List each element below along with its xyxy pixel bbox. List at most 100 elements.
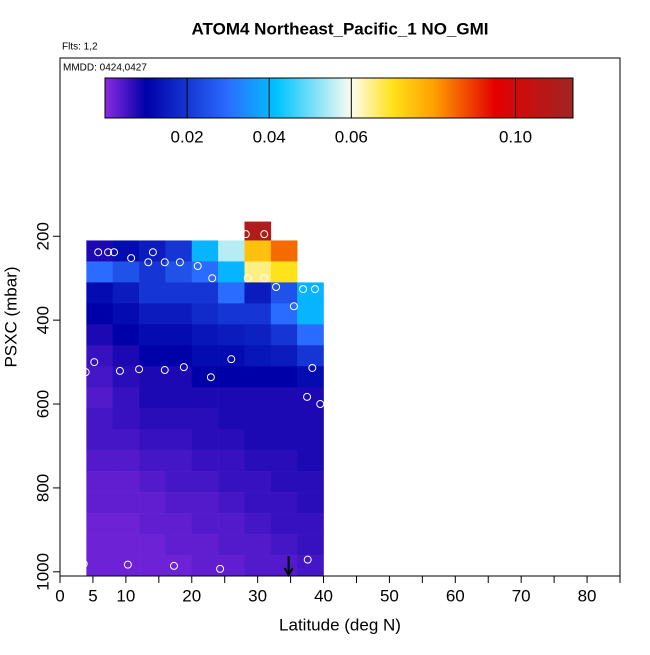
- x-tick-label: 60: [446, 586, 465, 605]
- heatmap-cell: [86, 366, 114, 388]
- heatmap-cell: [165, 324, 193, 346]
- heatmap-cell: [86, 555, 114, 577]
- observation-point: [272, 283, 281, 292]
- heatmap-cell: [218, 492, 245, 514]
- observation-point: [179, 363, 188, 372]
- heatmap-cell: [297, 345, 324, 367]
- heatmap-cell: [270, 408, 298, 430]
- heatmap-cell: [165, 492, 193, 514]
- observation-point: [206, 373, 215, 382]
- heatmap-cell: [218, 261, 245, 283]
- heatmap-cell: [191, 492, 219, 514]
- heatmap-cell: [218, 513, 245, 535]
- heatmap-cell: [191, 450, 219, 472]
- heatmap-cell: [139, 303, 166, 325]
- heatmap-cell: [139, 282, 166, 304]
- observation-point: [135, 365, 144, 374]
- heatmap-cell: [139, 366, 166, 388]
- heatmap-cell: [139, 240, 166, 262]
- heatmap-cell: [297, 303, 324, 325]
- heatmap-cell: [244, 345, 272, 367]
- heatmap-cell: [139, 534, 166, 556]
- heatmap-cell: [244, 513, 272, 535]
- x-tick-label: 30: [248, 586, 267, 605]
- flight-arrow: [283, 556, 294, 578]
- observation-point: [160, 258, 169, 267]
- heatmap-cell: [270, 513, 298, 535]
- colorbar-tick-label: 0.04: [253, 127, 286, 146]
- heatmap-cell: [86, 534, 114, 556]
- heatmap-cell: [191, 366, 219, 388]
- heatmap-cell: [139, 345, 166, 367]
- heatmap-cell: [86, 492, 114, 514]
- heatmap-cell: [244, 303, 272, 325]
- heatmap-cell: [218, 429, 245, 451]
- heatmap-cell: [165, 513, 193, 535]
- heatmap-cell: [244, 555, 272, 577]
- heatmap-cell: [218, 366, 245, 388]
- heatmap-cell: [244, 240, 272, 262]
- observation-point: [260, 274, 269, 283]
- heatmap-cell: [112, 387, 140, 409]
- heatmap-cell: [139, 324, 166, 346]
- y-tick-label: 800: [33, 474, 52, 502]
- heatmap-cell: [270, 366, 298, 388]
- observation-point: [303, 555, 312, 564]
- heatmap-cell: [218, 282, 245, 304]
- heatmap-cell: [218, 534, 245, 556]
- heatmap-cell: [112, 366, 140, 388]
- heatmap-cell: [191, 324, 219, 346]
- heatmap-cell: [270, 429, 298, 451]
- heatmap-cell: [218, 471, 245, 493]
- observation-point: [193, 262, 202, 271]
- x-tick-label: 0: [55, 586, 64, 605]
- heatmap-cell: [244, 450, 272, 472]
- heatmap-cell: [270, 534, 298, 556]
- heatmap-cell: [270, 324, 298, 346]
- heatmap-cell: [86, 387, 114, 409]
- colorbar-tick-label: 0.06: [335, 127, 368, 146]
- heatmap-cell: [112, 492, 140, 514]
- dates-label: MMDD: 0424,0427: [63, 63, 147, 74]
- observation-point: [303, 392, 312, 401]
- heatmap-cell: [165, 471, 193, 493]
- heatmap-cell: [86, 240, 114, 262]
- flights-label: Flts: 1,2: [62, 42, 98, 53]
- y-tick-label: 600: [33, 390, 52, 418]
- heatmap-cell: [112, 450, 140, 472]
- arrow-head: [283, 567, 294, 578]
- observation-point: [144, 258, 153, 267]
- heatmap-cell: [139, 408, 166, 430]
- heatmap-cell: [270, 471, 298, 493]
- heatmap-cell: [244, 221, 272, 241]
- observation-point: [81, 368, 90, 377]
- heatmap-cell: [270, 240, 298, 262]
- heatmap-cell: [165, 408, 193, 430]
- heatmap-cell: [86, 513, 114, 535]
- heatmap-cell: [165, 303, 193, 325]
- observation-point: [123, 560, 132, 569]
- observation-point: [127, 254, 136, 263]
- heatmap-cell: [112, 429, 140, 451]
- heatmap-cell: [139, 471, 166, 493]
- heatmap-cell: [112, 261, 140, 283]
- heatmap-cell: [139, 555, 166, 577]
- heatmap-cell: [165, 429, 193, 451]
- heatmap-cell: [191, 471, 219, 493]
- heatmap-cell: [191, 303, 219, 325]
- heatmap-cell: [270, 492, 298, 514]
- heatmap-cell: [218, 387, 245, 409]
- observation-point: [308, 363, 317, 372]
- heatmap-cell: [191, 261, 219, 283]
- heatmap-cell: [191, 282, 219, 304]
- heatmap-cell: [112, 555, 140, 577]
- heatmap-cell: [191, 513, 219, 535]
- heatmap-cell: [139, 429, 166, 451]
- observation-point: [208, 274, 217, 283]
- observation-point: [79, 559, 88, 568]
- heatmap-cell: [297, 324, 324, 346]
- heatmap-cell: [218, 303, 245, 325]
- heatmap-cell: [112, 513, 140, 535]
- observation-point: [169, 561, 178, 570]
- heatmap-cell: [112, 324, 140, 346]
